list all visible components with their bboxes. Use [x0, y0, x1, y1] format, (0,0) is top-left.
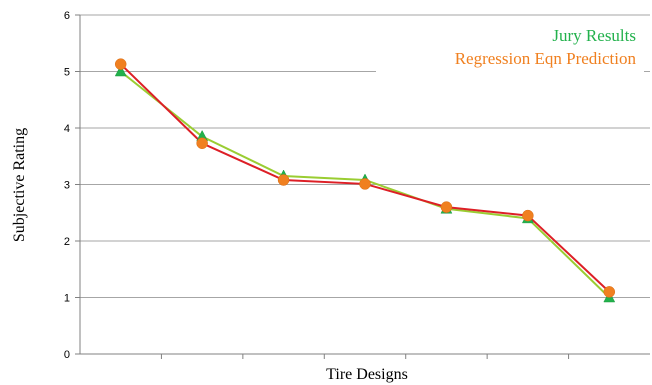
data-point-regression-eqn-prediction	[359, 178, 371, 190]
axes	[75, 14, 650, 359]
data-point-regression-eqn-prediction	[114, 58, 127, 70]
data-point-jury-results	[114, 64, 127, 77]
data-point-regression-eqn-prediction	[440, 201, 453, 213]
series-layer	[114, 58, 616, 303]
legend-background	[376, 20, 644, 72]
data-point-regression-eqn-prediction	[603, 286, 616, 298]
y-tick-label: 4	[64, 123, 70, 135]
y-tick-label: 5	[64, 67, 70, 79]
legend: Jury Results Regression Eqn Prediction	[376, 20, 644, 72]
data-point-regression-eqn-prediction	[522, 209, 534, 222]
x-axis-title: Tire Designs	[326, 366, 408, 383]
y-tick-label: 0	[64, 349, 70, 361]
legend-item-jury-results: Jury Results	[552, 26, 636, 45]
y-tick-label: 1	[64, 293, 70, 305]
y-tick-label: 3	[64, 180, 70, 192]
y-tick-labels: 0 1 2 3 4 5 6	[64, 10, 70, 361]
data-point-regression-eqn-prediction	[277, 174, 290, 186]
data-point-regression-eqn-prediction	[196, 137, 208, 150]
y-tick-label: 2	[64, 236, 70, 248]
y-tick-label: 6	[64, 10, 70, 22]
y-axis-title: Subjective Rating	[11, 128, 28, 242]
legend-item-regression-eqn-prediction: Regression Eqn Prediction	[455, 49, 637, 68]
